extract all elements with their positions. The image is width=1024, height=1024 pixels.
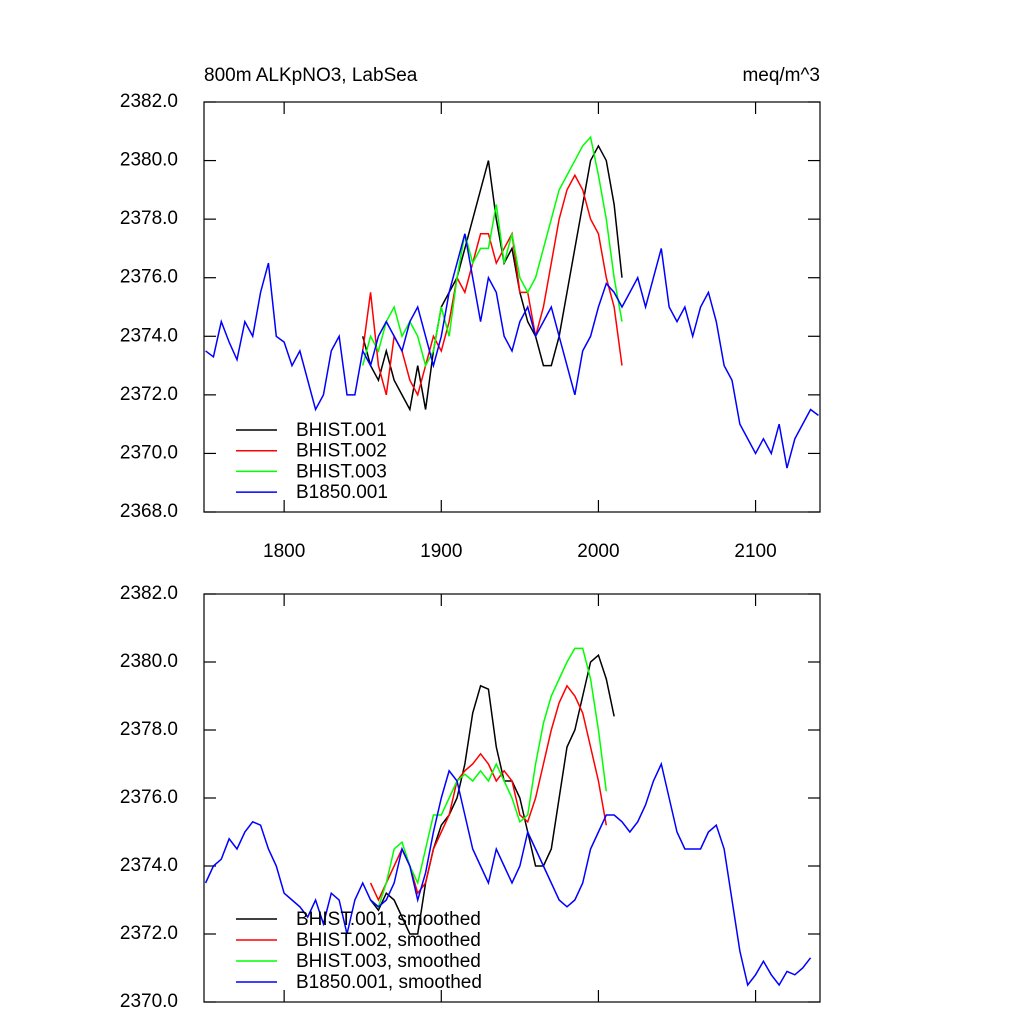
y-tick-label: 2374.0 <box>120 325 178 346</box>
series-line <box>361 144 623 412</box>
plot-frame <box>203 101 821 513</box>
y-tick-label: 2370.0 <box>120 442 178 463</box>
legend-label: BHIST.001 <box>296 420 387 441</box>
y-tick-label: 2380.0 <box>120 150 178 171</box>
y-tick-label: 2382.0 <box>120 583 178 604</box>
y-tick-label: 2376.0 <box>120 787 178 808</box>
series-line <box>361 173 623 397</box>
y-tick-label: 2378.0 <box>120 719 178 740</box>
y-tick-label: 2382.0 <box>120 91 178 112</box>
legend-label: BHIST.003, smoothed <box>296 951 481 972</box>
y-tick-label: 2380.0 <box>120 651 178 672</box>
y-tick-label: 2378.0 <box>120 208 178 229</box>
x-tick-label: 1800 <box>263 541 305 562</box>
y-tick-label: 2374.0 <box>120 855 178 876</box>
series-line <box>369 684 608 902</box>
series-line <box>370 647 608 909</box>
legend-label: BHIST.003 <box>296 461 387 482</box>
series-line <box>205 233 819 469</box>
x-tick-label: 1900 <box>420 541 462 562</box>
y-tick-label: 2372.0 <box>120 384 178 405</box>
chart-title: 800m ALKpNO3, LabSea <box>204 65 418 86</box>
legend-label: BHIST.001, smoothed <box>296 909 481 930</box>
legend-label: B1850.001, smoothed <box>296 972 482 993</box>
y-tick-label: 2370.0 <box>120 991 178 1012</box>
y-tick-label: 2376.0 <box>120 267 178 288</box>
units-label: meq/m^3 <box>742 65 820 86</box>
legend-label: B1850.001 <box>296 482 388 503</box>
y-tick-label: 2372.0 <box>120 923 178 944</box>
legend-label: BHIST.002, smoothed <box>296 930 481 951</box>
series-line <box>369 653 615 935</box>
series-line <box>361 135 623 368</box>
y-tick-label: 2368.0 <box>120 501 178 522</box>
series-line <box>204 761 812 987</box>
legend-label: BHIST.002 <box>296 441 387 462</box>
x-tick-label: 2100 <box>734 541 776 562</box>
x-tick-label: 2000 <box>577 541 619 562</box>
